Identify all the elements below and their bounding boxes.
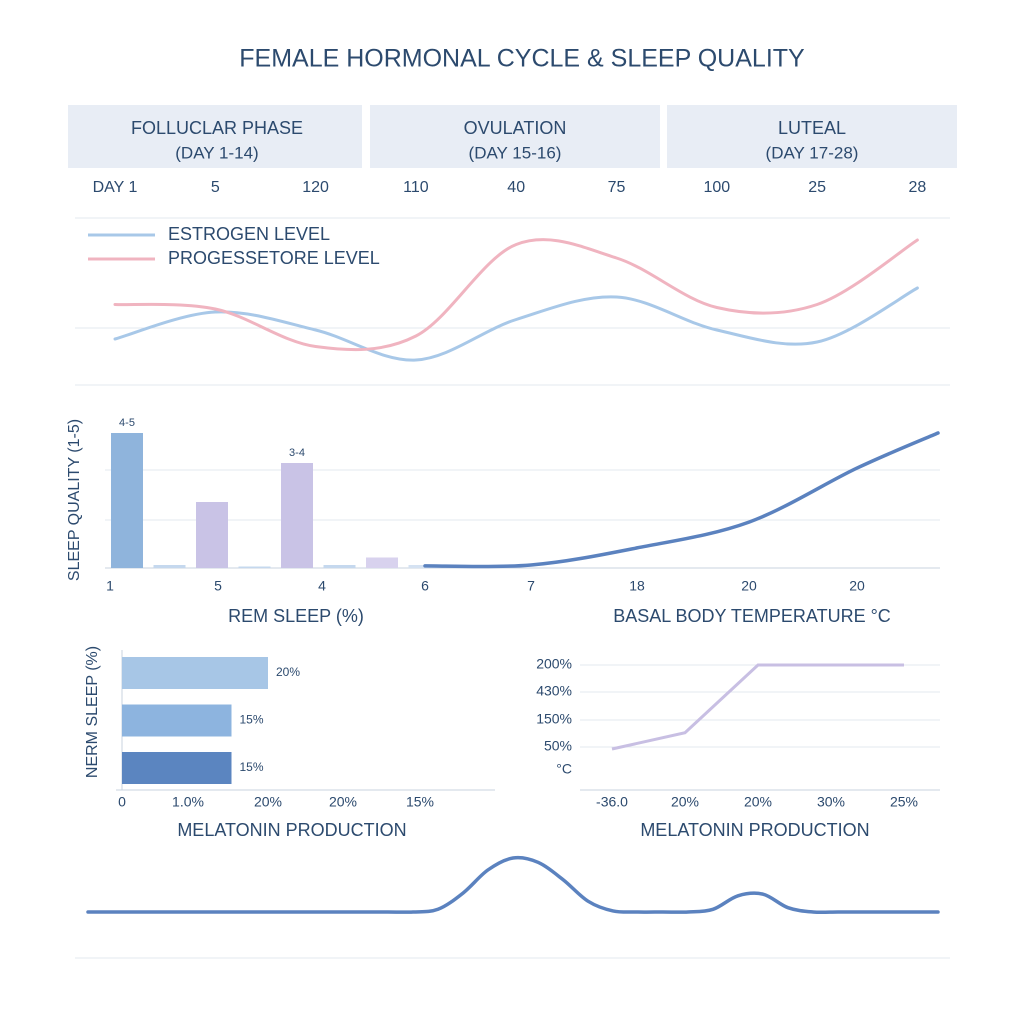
value-label: 15% [240, 760, 264, 774]
x-tick-label: 25 [808, 179, 826, 196]
phase-box [370, 105, 660, 168]
x-tick-label: 28 [909, 179, 927, 196]
series-line [113, 238, 919, 352]
value-label: 15% [240, 713, 264, 727]
bar [122, 704, 232, 737]
x-axis-title: REM SLEEP (%) [228, 606, 364, 626]
wave-line [86, 855, 940, 915]
bar [366, 557, 398, 568]
x-tick-label: 6 [421, 578, 429, 594]
y-axis-title: NERM SLEEP (%) [84, 646, 101, 778]
x-tick-label: 100 [703, 179, 730, 196]
legend-label: ESTROGEN LEVEL [168, 224, 330, 244]
y-tick-label: 150% [536, 711, 572, 727]
phase-box [667, 105, 957, 168]
x-tick-label: 15% [406, 794, 434, 810]
bar [238, 566, 271, 568]
value-label: 4-5 [119, 417, 135, 429]
x-tick-label: DAY 1 [93, 179, 138, 196]
series-line [113, 286, 919, 362]
phase-name: OVULATION [464, 118, 567, 138]
bar [323, 565, 356, 568]
y-tick-label: 50% [544, 738, 572, 754]
x-tick-label: 1.0% [172, 794, 204, 810]
bar [153, 565, 186, 568]
x-tick-label: -36.0 [596, 794, 628, 810]
bar [122, 752, 232, 784]
phase-name: LUTEAL [778, 118, 846, 138]
x-tick-label: 7 [527, 578, 535, 594]
bar [196, 502, 228, 568]
x-tick-label: 20% [254, 794, 282, 810]
phase-days: (DAY 1-14) [175, 143, 258, 162]
x-tick-label: 120 [302, 179, 329, 196]
legend-label: PROGESSETORE LEVEL [168, 248, 380, 268]
y-tick-label: 430% [536, 683, 572, 699]
bar [281, 463, 313, 568]
x-tick-label: 20% [671, 794, 699, 810]
y-tick-label: 200% [536, 656, 572, 672]
y-tick-label: °C [556, 761, 572, 777]
x-tick-label: 30% [817, 794, 845, 810]
trend-line [423, 431, 940, 569]
x-tick-label: 18 [629, 578, 645, 594]
x-tick-label: 20% [329, 794, 357, 810]
phase-name: FOLLUCLAR PHASE [131, 118, 303, 138]
page-title: FEMALE HORMONAL CYCLE & SLEEP QUALITY [239, 45, 805, 73]
x-tick-label: 110 [403, 179, 429, 196]
x-tick-label: 20 [741, 578, 757, 594]
x-tick-label: 20% [744, 794, 772, 810]
x-axis-title: MELATONIN PRODUCTION [177, 820, 406, 840]
x-tick-label: 5 [211, 179, 220, 196]
y-axis-title: SLEEP QUALITY (1-5) [66, 419, 83, 581]
value-label: 20% [276, 665, 300, 679]
phase-days: (DAY 17-28) [766, 143, 859, 162]
x-tick-label: 1 [106, 578, 114, 594]
phase-box [68, 105, 362, 168]
value-label: 3-4 [289, 447, 305, 459]
x-tick-label: 75 [608, 179, 626, 196]
x-tick-label: 20 [849, 578, 865, 594]
x-tick-label: 5 [214, 578, 222, 594]
bar [111, 433, 143, 568]
bar [122, 657, 268, 689]
series-line [611, 663, 904, 751]
x-axis-title: MELATONIN PRODUCTION [640, 820, 869, 840]
x-axis-title: BASAL BODY TEMPERATURE °C [613, 606, 891, 626]
phase-days: (DAY 15-16) [469, 143, 562, 162]
x-tick-label: 4 [318, 578, 326, 594]
x-tick-label: 40 [507, 179, 525, 196]
x-tick-label: 25% [890, 794, 918, 810]
x-tick-label: 0 [118, 794, 126, 810]
